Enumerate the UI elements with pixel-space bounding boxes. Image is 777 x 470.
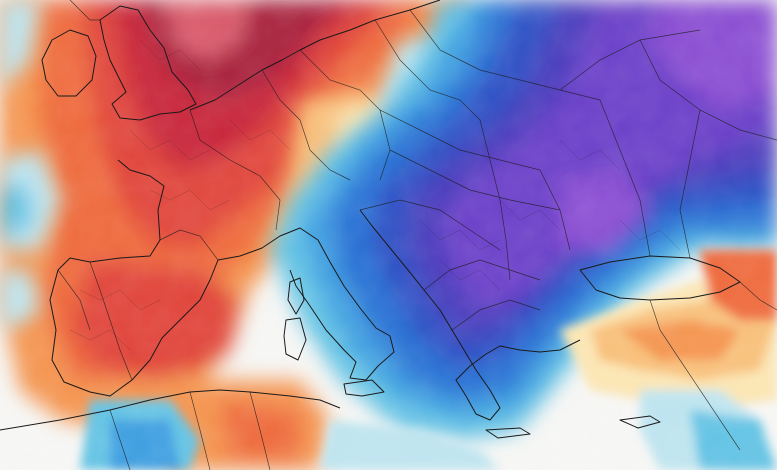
region-border-grid [69, 39, 681, 351]
country-border-icon [57, 0, 777, 470]
